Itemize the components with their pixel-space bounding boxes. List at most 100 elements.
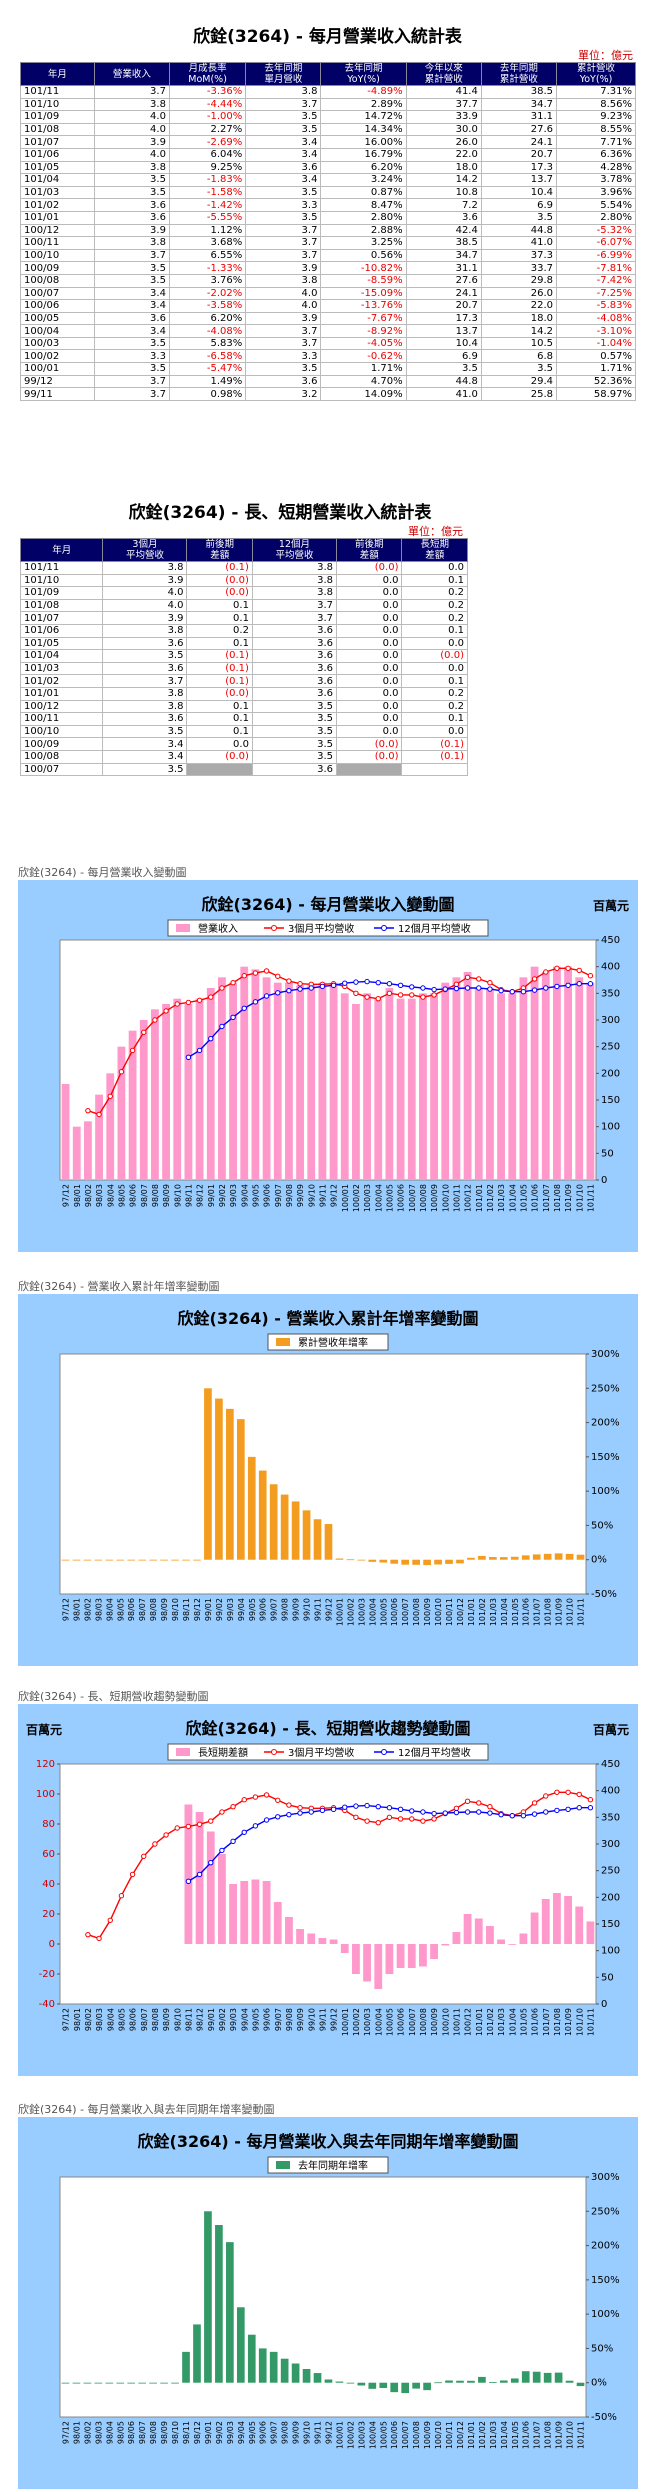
x-tick-label: 99/08 bbox=[285, 2008, 294, 2031]
series-point bbox=[554, 983, 560, 990]
table2-cell: 3.5 bbox=[251, 699, 338, 714]
table1-cell: 100/12 bbox=[20, 223, 95, 238]
table1-cell: 99/11 bbox=[20, 387, 95, 401]
table1-cell: 3.8 bbox=[93, 160, 170, 175]
y-tick-label: 0 bbox=[601, 1175, 607, 1186]
bar bbox=[329, 1939, 338, 1944]
table1-cell: 10.4 bbox=[405, 336, 482, 351]
table2-cell: 0.0 bbox=[401, 561, 468, 575]
bar bbox=[72, 1126, 81, 1180]
table1-cell: -4.05% bbox=[320, 336, 407, 351]
series-point bbox=[230, 979, 236, 986]
chart-corner-unit: 百萬元 bbox=[593, 1722, 629, 1737]
table2-cell bbox=[335, 762, 403, 777]
table2-row: 100/10 3.5 0.1 3.5 0.0 0.0 bbox=[19, 724, 468, 739]
table2-title: 欣銓(3264) - 長、短期營業收入統計表 bbox=[128, 503, 432, 523]
series-point bbox=[453, 981, 460, 987]
bar bbox=[329, 982, 338, 1180]
table1-cell: 101/03 bbox=[20, 185, 95, 200]
x-tick-label: 100/12 bbox=[464, 2008, 473, 2036]
x-tick-label: 101/05 bbox=[511, 1598, 520, 1626]
table1-cell: 3.5 bbox=[480, 362, 558, 376]
table1-cell: 7.31% bbox=[556, 85, 636, 99]
table2-header-row: 年月 3個月 平均營收 前後期 差額 12個月 平均營收 前後期 差額 長短期 差額 bbox=[19, 538, 468, 562]
table2-cell: 0.1 bbox=[186, 598, 253, 613]
table2-cell: 3.7 bbox=[251, 611, 338, 625]
x-tick-label: 98/12 bbox=[193, 1598, 202, 1621]
x-tick-label: 100/02 bbox=[346, 1598, 355, 1626]
bar bbox=[456, 1559, 464, 1564]
bar bbox=[441, 1944, 450, 1946]
bar bbox=[307, 1933, 316, 1944]
bar bbox=[379, 2382, 388, 2388]
series-point bbox=[219, 1809, 225, 1815]
series-point bbox=[520, 989, 527, 995]
bar bbox=[258, 1470, 267, 1560]
bar bbox=[335, 1558, 344, 1560]
x-tick-label: 98/04 bbox=[105, 2421, 114, 2444]
series-point bbox=[453, 985, 460, 992]
table1-cell: 14.09% bbox=[320, 387, 407, 401]
x-tick-label: 100/08 bbox=[412, 2421, 421, 2449]
y-tick-label: 60 bbox=[42, 1849, 55, 1860]
series-point bbox=[587, 1805, 594, 1811]
bar bbox=[206, 988, 215, 1180]
x-tick-label: 101/07 bbox=[533, 2421, 542, 2449]
table1-cell: 37.3 bbox=[480, 248, 558, 263]
bar bbox=[296, 1929, 304, 1944]
bar bbox=[541, 972, 550, 1180]
table1-cell: -1.58% bbox=[168, 185, 247, 200]
series-point bbox=[476, 1809, 482, 1815]
bar bbox=[430, 993, 438, 1180]
table1-cell: 13.7 bbox=[405, 324, 482, 338]
bar bbox=[456, 2380, 464, 2383]
x-tick-label: 100/02 bbox=[352, 1184, 361, 1212]
series-point bbox=[118, 1069, 125, 1075]
bar bbox=[318, 1938, 327, 1944]
x-tick-label: 100/01 bbox=[341, 1184, 350, 1212]
y-tick-label: 0% bbox=[591, 2378, 607, 2389]
x-tick-label: 98/03 bbox=[95, 2008, 104, 2031]
table1-cell: -1.33% bbox=[168, 261, 247, 275]
table1-cell: 6.9 bbox=[405, 349, 482, 364]
table2-cell: 101/06 bbox=[19, 623, 104, 638]
bar bbox=[553, 966, 561, 1180]
table2-cell: 0.0 bbox=[335, 586, 403, 600]
table2-cell bbox=[401, 762, 468, 777]
bar bbox=[463, 1914, 472, 1944]
series-point bbox=[420, 1809, 426, 1815]
series-point bbox=[263, 1792, 270, 1798]
series-point bbox=[386, 981, 393, 987]
table1-cell: -7.25% bbox=[556, 286, 636, 301]
table1-cell: 3.4 bbox=[93, 324, 170, 338]
y-tick-label: 100 bbox=[36, 1789, 55, 1800]
table1-cell: 3.8 bbox=[93, 97, 170, 112]
table1-cell: 3.8 bbox=[245, 273, 322, 288]
table1-cell: 3.2 bbox=[245, 387, 322, 401]
table1-cell: 9.23% bbox=[556, 110, 636, 124]
bar bbox=[530, 1912, 539, 1944]
y-tick-label: 0 bbox=[49, 1939, 55, 1950]
table1-cell: -5.83% bbox=[556, 299, 636, 313]
series-point bbox=[375, 1819, 381, 1826]
table1-cell: 3.7 bbox=[245, 324, 322, 338]
x-tick-label: 101/11 bbox=[577, 2421, 586, 2449]
series-point bbox=[420, 1818, 426, 1824]
chart-title: 欣銓(3264) - 長、短期營收趨勢變動圖 bbox=[186, 1719, 471, 1738]
x-tick-label: 100/11 bbox=[452, 1184, 461, 1212]
x-tick-label: 99/09 bbox=[296, 1184, 305, 1207]
bar bbox=[510, 1556, 519, 1560]
x-tick-label: 98/08 bbox=[151, 2008, 160, 2031]
x-tick-label: 98/11 bbox=[184, 2008, 193, 2031]
y-tick-label: 0% bbox=[591, 1555, 607, 1566]
table2-row: 101/01 3.8 (0.0) 3.6 0.0 0.2 bbox=[19, 686, 468, 701]
x-tick-label: 101/05 bbox=[519, 2008, 528, 2036]
series-point bbox=[208, 1818, 214, 1824]
bar bbox=[368, 1559, 377, 1562]
table2-cell: 101/02 bbox=[19, 674, 104, 688]
table1-cell: 2.80% bbox=[320, 210, 407, 225]
series-point bbox=[554, 1789, 560, 1795]
table2-cell: 3.5 bbox=[251, 724, 338, 739]
table1-cell: 2.88% bbox=[320, 223, 407, 238]
bar bbox=[160, 1559, 168, 1561]
